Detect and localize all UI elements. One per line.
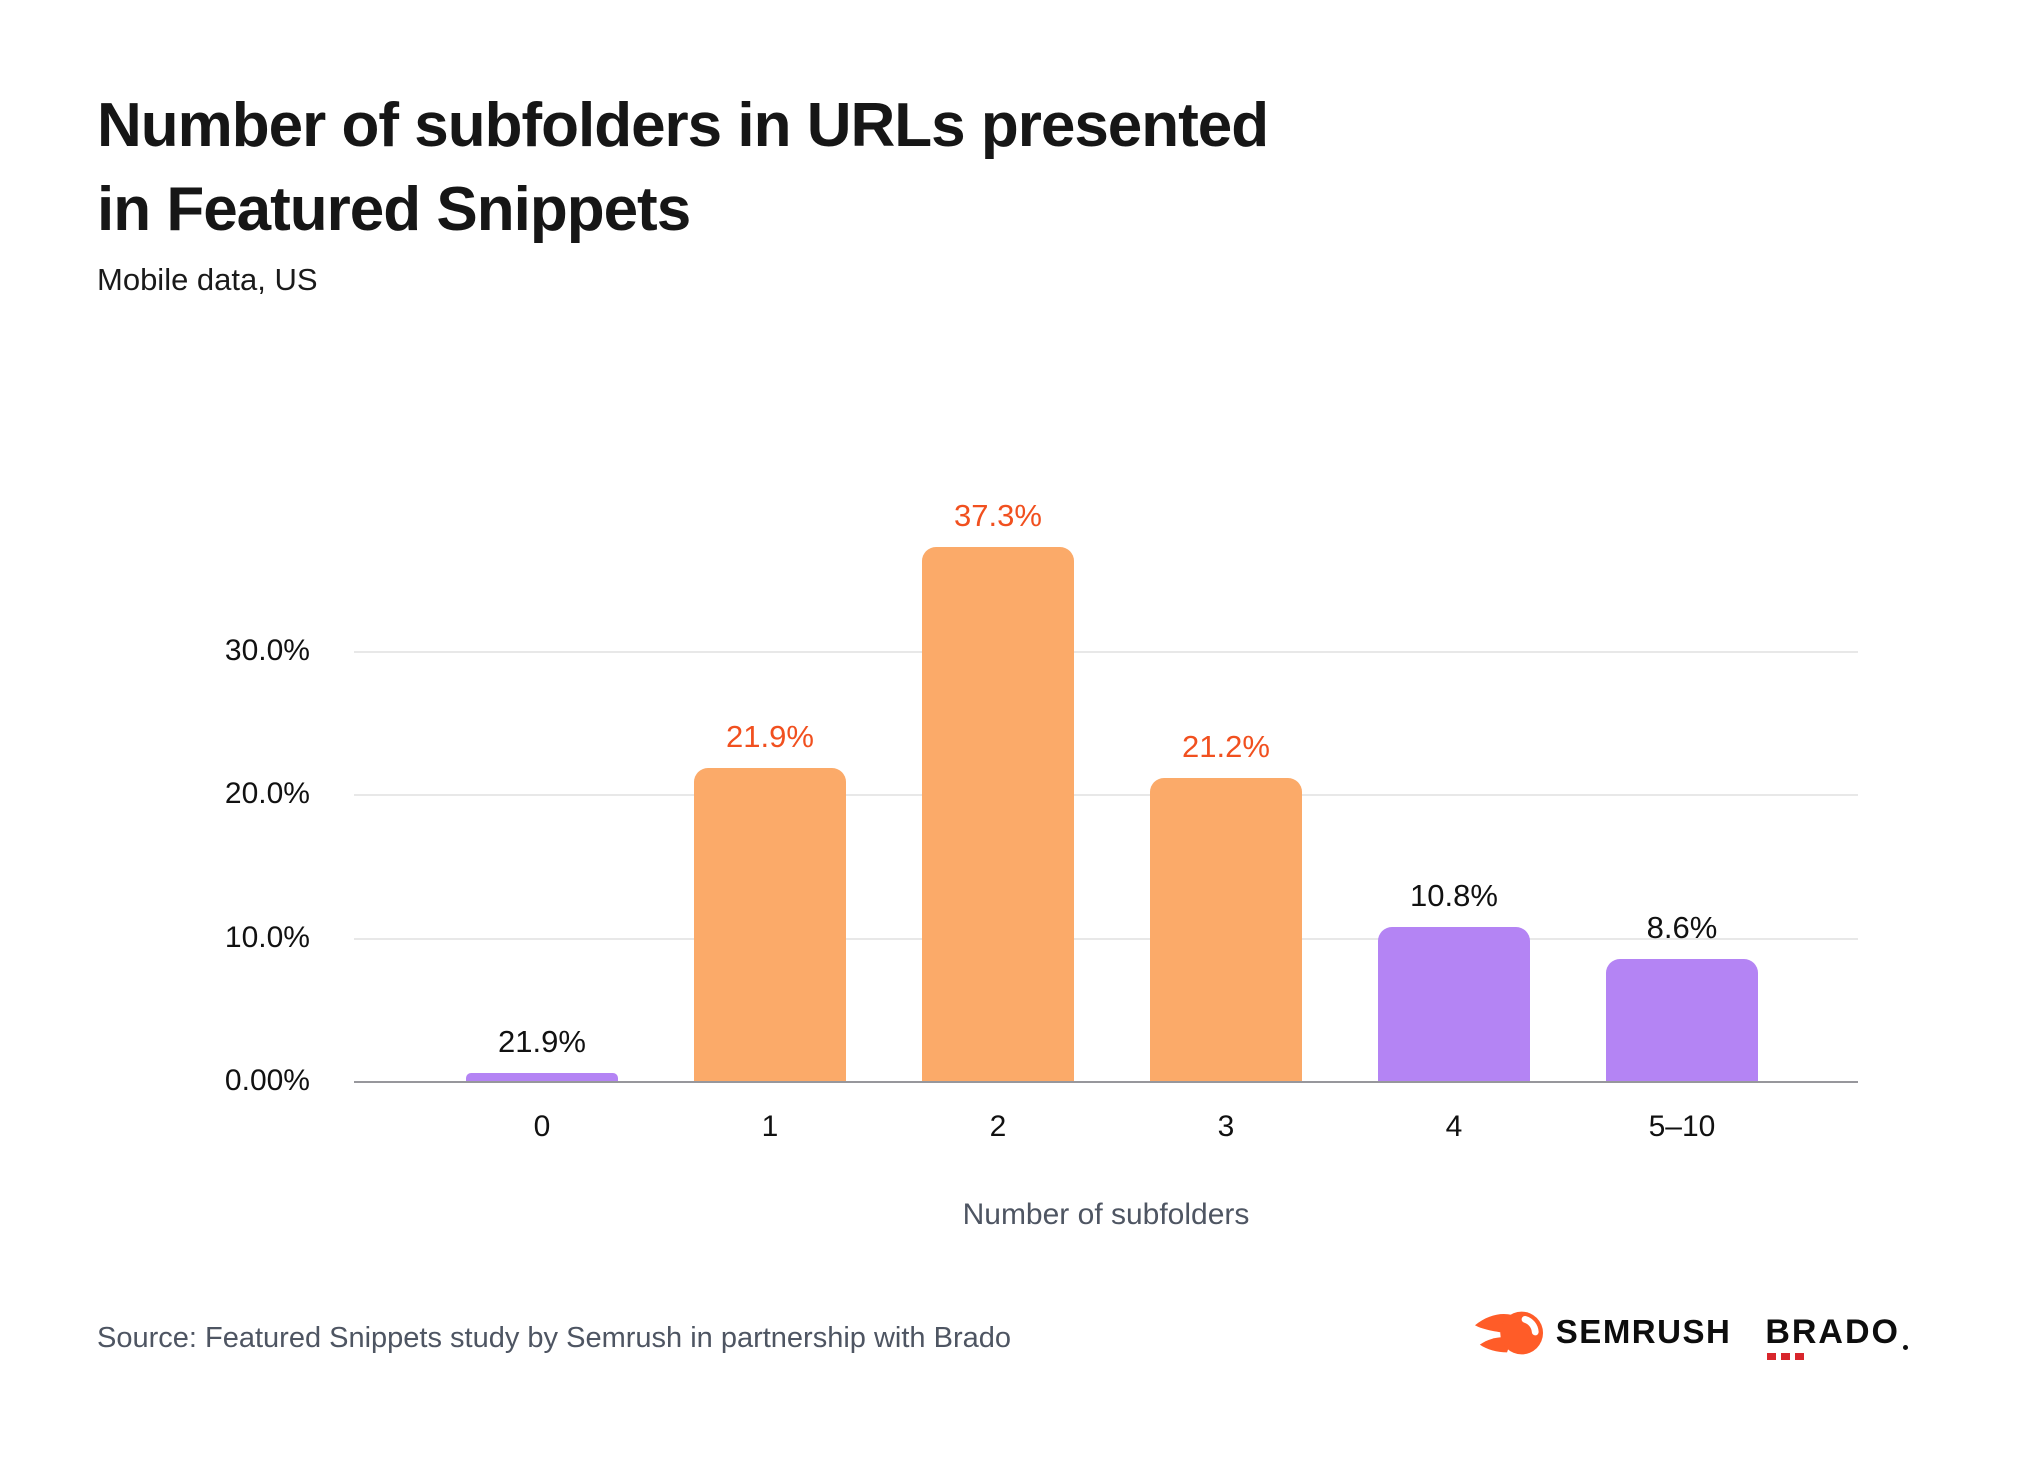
y-tick-label: 30.0% xyxy=(224,633,310,667)
gridline xyxy=(354,650,1858,653)
brado-logo: BRADO xyxy=(1765,1312,1908,1360)
bar-value-label-2: 37.3% xyxy=(954,497,1042,533)
bar-1 xyxy=(694,767,846,1082)
chart-title-line2: in Featured Snippets xyxy=(97,175,691,244)
plot-area: Number of subfolders 0.00% 10.0% 20.0% 30.0… xyxy=(225,500,1858,1231)
brado-logo-text: BRADO xyxy=(1765,1312,1900,1351)
x-tick-label-4: 4 xyxy=(1445,1110,1463,1143)
bar-value-label-3: 21.2% xyxy=(1182,728,1270,764)
bar-4 xyxy=(1378,927,1530,1082)
x-tick-label-0: 0 xyxy=(533,1110,551,1143)
x-tick-label-1: 1 xyxy=(761,1110,779,1143)
y-tick-label: 0.00% xyxy=(224,1064,310,1097)
semrush-logo-text: SEMRUSH xyxy=(1555,1313,1732,1350)
brand-logos: SEMRUSH BRADO xyxy=(1474,1308,1908,1360)
y-tick-label: 10.0% xyxy=(224,920,310,954)
bar-2 xyxy=(922,546,1074,1082)
semrush-logo: SEMRUSH xyxy=(1474,1308,1732,1356)
x-tick-label-2: 2 xyxy=(989,1110,1007,1143)
gridline xyxy=(354,937,1858,940)
chart-title: Number of subfolders in URLs presented in… xyxy=(97,84,1269,252)
x-axis-title: Number of subfolders xyxy=(962,1198,1250,1231)
bar-value-label-1: 21.9% xyxy=(726,718,814,754)
brado-red-dots-icon xyxy=(1767,1352,1805,1360)
y-tick-label: 20.0% xyxy=(224,777,310,810)
semrush-fireball-icon xyxy=(1474,1311,1543,1355)
brado-registered-dot xyxy=(1903,1344,1908,1350)
bar-5–10 xyxy=(1606,958,1758,1082)
x-tick-label-3: 3 xyxy=(1217,1110,1235,1143)
gridline xyxy=(354,794,1858,796)
bar-value-label-4: 10.8% xyxy=(1410,878,1498,914)
bar-value-label-5–10: 8.6% xyxy=(1646,909,1718,945)
source-note: Source: Featured Snippets study by Semru… xyxy=(97,1322,1011,1354)
chart-title-line1: Number of subfolders in URLs presented xyxy=(97,91,1269,160)
x-tick-label-5–10: 5–10 xyxy=(1648,1110,1716,1143)
bar-value-label-0: 21.9% xyxy=(498,1024,586,1060)
x-axis-line xyxy=(354,1081,1858,1083)
chart-subtitle: Mobile data, US xyxy=(97,262,318,297)
bar-0 xyxy=(466,1073,618,1082)
bar-3 xyxy=(1150,777,1302,1082)
